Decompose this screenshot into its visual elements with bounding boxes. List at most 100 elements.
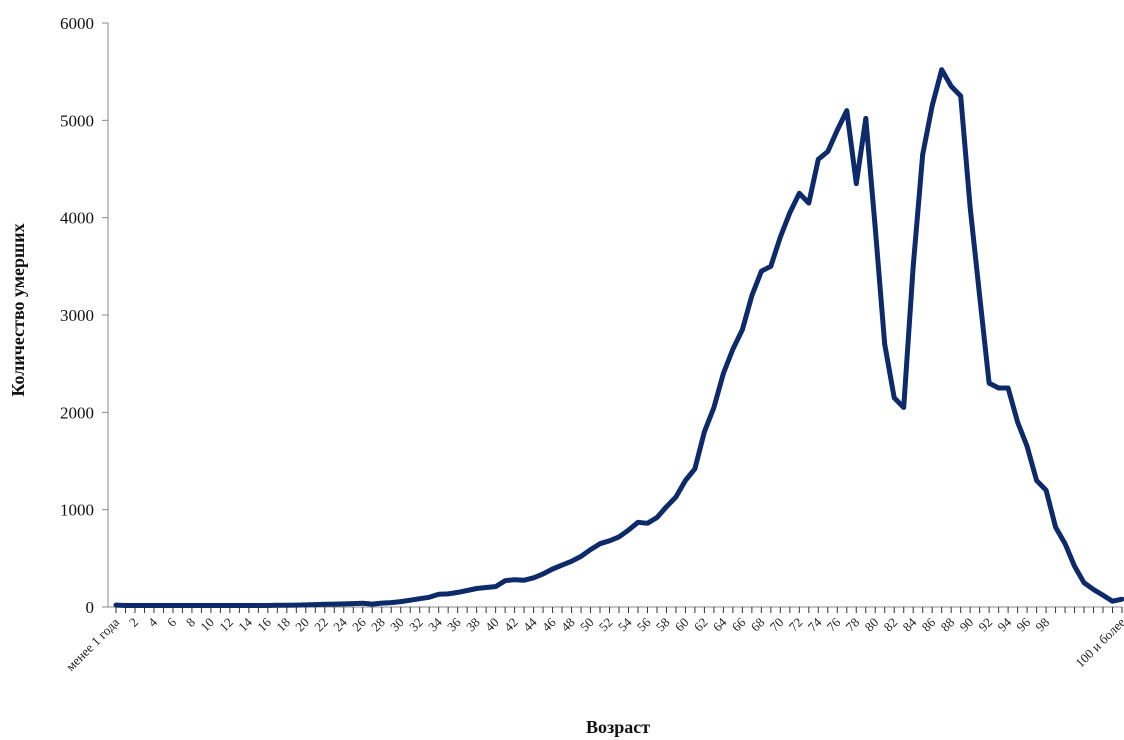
series-line (113, 67, 1124, 608)
data-point (199, 604, 203, 607)
data-point (399, 600, 403, 604)
data-point (418, 597, 422, 601)
data-point (1044, 488, 1048, 492)
x-tick-label: 18 (273, 615, 293, 635)
data-point (930, 104, 934, 108)
data-point (124, 604, 127, 607)
data-point (256, 604, 260, 607)
data-point (351, 602, 355, 606)
data-point (1025, 444, 1029, 448)
x-tick-label: 80 (862, 615, 882, 635)
data-point (712, 406, 716, 409)
x-tick-label: 2 (126, 615, 141, 630)
data-point (370, 602, 374, 606)
data-point (902, 406, 906, 409)
data-point (541, 572, 545, 576)
x-tick-label: 42 (501, 615, 521, 635)
data-point (598, 542, 602, 546)
x-tick-label: 16 (254, 614, 274, 634)
data-point (835, 128, 839, 132)
x-tick-label: 10 (197, 615, 217, 635)
x-tick-label: 40 (482, 615, 502, 635)
x-tick-label: 98 (1032, 615, 1052, 635)
data-point (427, 595, 431, 599)
x-tick-label: 30 (387, 615, 407, 635)
y-tick-label: 6000 (60, 14, 94, 33)
data-point (731, 347, 735, 351)
data-point (949, 84, 953, 88)
x-tick-label: 56 (634, 614, 654, 634)
data-point (171, 604, 175, 607)
y-tick-label: 1000 (60, 501, 94, 520)
x-tick-label: 64 (710, 614, 730, 634)
data-point (162, 604, 165, 607)
axes-group (107, 23, 1122, 608)
data-point (465, 589, 469, 592)
data-point (892, 396, 896, 400)
data-point (854, 182, 858, 186)
x-tick-label: 48 (558, 615, 578, 635)
data-point (1092, 588, 1095, 591)
data-point (968, 206, 972, 210)
x-tick-label: 24 (330, 614, 350, 634)
data-point (702, 430, 706, 434)
data-point (1120, 597, 1124, 601)
data-point (503, 579, 507, 583)
x-tick-label: 92 (975, 615, 995, 635)
y-ticks-group: 0 1000 2000 3000 4000 5000 6000 (60, 14, 108, 617)
x-tick-label: 20 (292, 615, 312, 635)
data-point (522, 578, 526, 582)
data-point (1082, 581, 1086, 585)
data-point (237, 604, 241, 607)
data-point (627, 528, 630, 532)
data-point (997, 386, 1001, 390)
data-point (143, 604, 146, 607)
data-point (342, 602, 346, 606)
data-point (921, 152, 925, 156)
x-tick-label: 66 (729, 614, 749, 634)
data-point (190, 604, 194, 607)
y-tick-label: 3000 (60, 306, 94, 325)
y-tick-label: 5000 (60, 111, 94, 130)
data-point (1073, 564, 1076, 568)
x-tick-label: 46 (539, 614, 559, 634)
x-axis-title: Возраст (586, 717, 650, 737)
data-point (674, 495, 678, 499)
data-point (579, 554, 583, 558)
x-tick-label: 84 (900, 614, 920, 634)
x-tick-label: 38 (463, 615, 483, 635)
x-tick-label: 54 (615, 614, 635, 634)
data-point (636, 520, 640, 524)
y-tick-label: 2000 (60, 403, 94, 422)
x-tick-label: 6 (164, 614, 180, 630)
data-point (797, 191, 801, 195)
x-tick-label: 62 (691, 615, 711, 635)
data-point (1101, 593, 1105, 597)
data-point (788, 211, 792, 215)
x-tick-label: 74 (805, 614, 825, 634)
data-point (570, 559, 573, 563)
data-point (446, 592, 450, 596)
data-point (655, 516, 659, 519)
data-point (475, 587, 479, 590)
data-point (532, 576, 536, 580)
data-point (361, 601, 365, 605)
data-point (408, 598, 412, 602)
data-point (646, 521, 649, 525)
data-point (323, 602, 327, 606)
data-point (456, 590, 460, 594)
data-point (608, 539, 611, 543)
data-point (959, 94, 963, 98)
data-point (1054, 525, 1058, 529)
data-point (978, 294, 982, 297)
data-point (750, 294, 754, 297)
data-point (987, 381, 991, 385)
x-tick-label: 44 (520, 614, 540, 634)
data-point (513, 578, 517, 582)
x-tick-label: 4 (145, 614, 161, 630)
data-point (313, 603, 317, 607)
y-tick-label: 4000 (60, 209, 94, 228)
x-tick-label: 60 (672, 615, 692, 635)
data-point (494, 585, 498, 589)
